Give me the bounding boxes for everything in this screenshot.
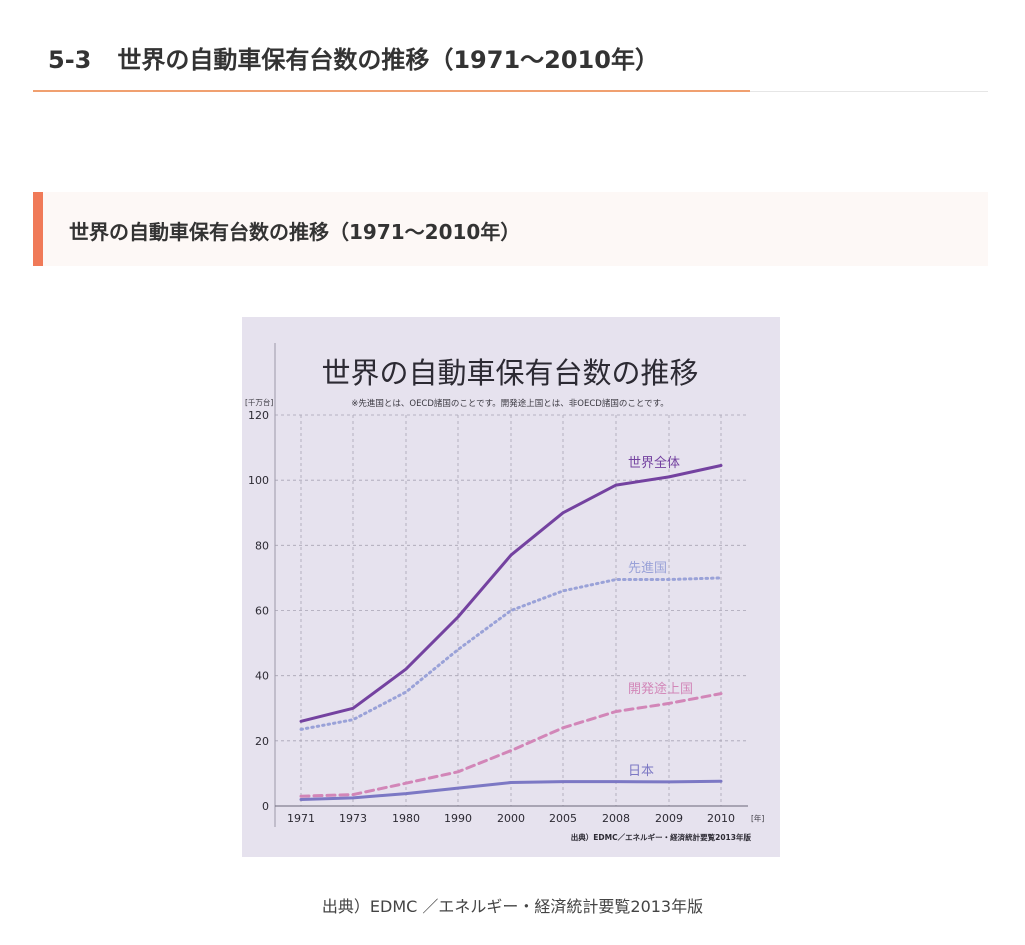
data-point xyxy=(562,781,564,783)
data-point xyxy=(615,484,617,486)
x-tick-label: 2009 xyxy=(655,812,683,825)
data-point xyxy=(562,727,564,729)
data-point xyxy=(562,512,564,514)
data-point xyxy=(720,577,722,579)
chart-subtitle: ※先進国とは、OECD諸国のことです。開発途上国とは、非OECD諸国のことです。 xyxy=(351,398,669,409)
y-tick-label: 120 xyxy=(248,409,269,422)
y-tick-label: 40 xyxy=(255,670,269,683)
x-tick-label: 1973 xyxy=(339,812,367,825)
data-point xyxy=(405,691,407,693)
data-point xyxy=(562,590,564,592)
section-number: 5-3 xyxy=(48,46,92,74)
figure-caption: 出典）EDMC ／エネルギー・経済統計要覧2013年版 xyxy=(321,897,704,916)
data-point xyxy=(615,711,617,713)
data-point xyxy=(720,465,722,467)
heading-accent-line xyxy=(33,90,750,92)
data-point xyxy=(352,707,354,709)
data-point xyxy=(510,610,512,612)
data-point xyxy=(668,702,670,704)
series-label: 先進国 xyxy=(628,561,667,576)
data-point xyxy=(720,780,722,782)
chart-source-note: 出典）EDMC／エネルギー・経済統計要覧2013年版 xyxy=(571,832,752,842)
x-tick-label: 1971 xyxy=(287,812,315,825)
series-line xyxy=(299,692,723,798)
data-point xyxy=(668,476,670,478)
data-point xyxy=(457,787,459,789)
data-point xyxy=(457,771,459,773)
data-point xyxy=(405,793,407,795)
data-point xyxy=(352,797,354,799)
chart-svg: 世界の自動車保有台数の推移 ※先進国とは、OECD諸国のことです。開発途上国とは、… xyxy=(245,343,764,842)
chart-title: 世界の自動車保有台数の推移 xyxy=(321,356,698,390)
series-label: 日本 xyxy=(628,764,654,779)
data-point xyxy=(457,649,459,651)
series-label: 世界全体 xyxy=(628,455,680,471)
subheading-box: 世界の自動車保有台数の推移（1971〜2010年） xyxy=(33,192,988,266)
data-point xyxy=(352,794,354,796)
y-tick-label: 20 xyxy=(255,735,269,748)
subheading-title: 世界の自動車保有台数の推移（1971〜2010年） xyxy=(69,220,521,244)
x-tick-label: 1990 xyxy=(444,812,472,825)
x-tick-label: 2010 xyxy=(707,812,735,825)
y-tick-label: 100 xyxy=(248,474,269,487)
data-point xyxy=(668,781,670,783)
series-line xyxy=(299,576,723,731)
x-tick-label: 2005 xyxy=(549,812,577,825)
series-line xyxy=(299,779,723,801)
data-point xyxy=(720,693,722,695)
x-axis-unit: [年] xyxy=(751,813,764,823)
series-line xyxy=(299,464,723,723)
y-tick-label: 80 xyxy=(255,539,269,552)
data-point xyxy=(668,579,670,581)
data-point xyxy=(300,720,302,722)
subheading-accent-bar xyxy=(33,192,43,266)
data-point xyxy=(457,616,459,618)
data-point xyxy=(300,798,302,800)
y-tick-label: 60 xyxy=(255,605,269,618)
y-axis-unit: [千万台] xyxy=(245,397,273,407)
data-point xyxy=(510,554,512,556)
data-point xyxy=(405,782,407,784)
section-title: 世界の自動車保有台数の推移（1971〜2010年） xyxy=(117,46,659,74)
data-point xyxy=(352,719,354,721)
section-heading: 5-3 世界の自動車保有台数の推移（1971〜2010年） xyxy=(48,40,659,75)
x-tick-label: 2008 xyxy=(602,812,630,825)
data-point xyxy=(510,750,512,752)
data-point xyxy=(510,782,512,784)
data-point xyxy=(615,579,617,581)
series-label: 開発途上国 xyxy=(628,681,693,697)
data-point xyxy=(405,668,407,670)
data-point xyxy=(300,728,302,730)
x-tick-label: 1980 xyxy=(392,812,420,825)
x-tick-label: 2000 xyxy=(497,812,525,825)
chart-figure: 世界の自動車保有台数の推移 ※先進国とは、OECD諸国のことです。開発途上国とは、… xyxy=(242,317,780,857)
data-point xyxy=(615,781,617,783)
y-tick-label: 0 xyxy=(262,800,269,813)
data-point xyxy=(300,795,302,797)
